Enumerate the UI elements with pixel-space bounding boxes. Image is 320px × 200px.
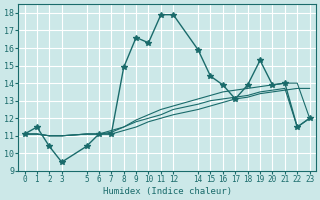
- X-axis label: Humidex (Indice chaleur): Humidex (Indice chaleur): [103, 187, 232, 196]
